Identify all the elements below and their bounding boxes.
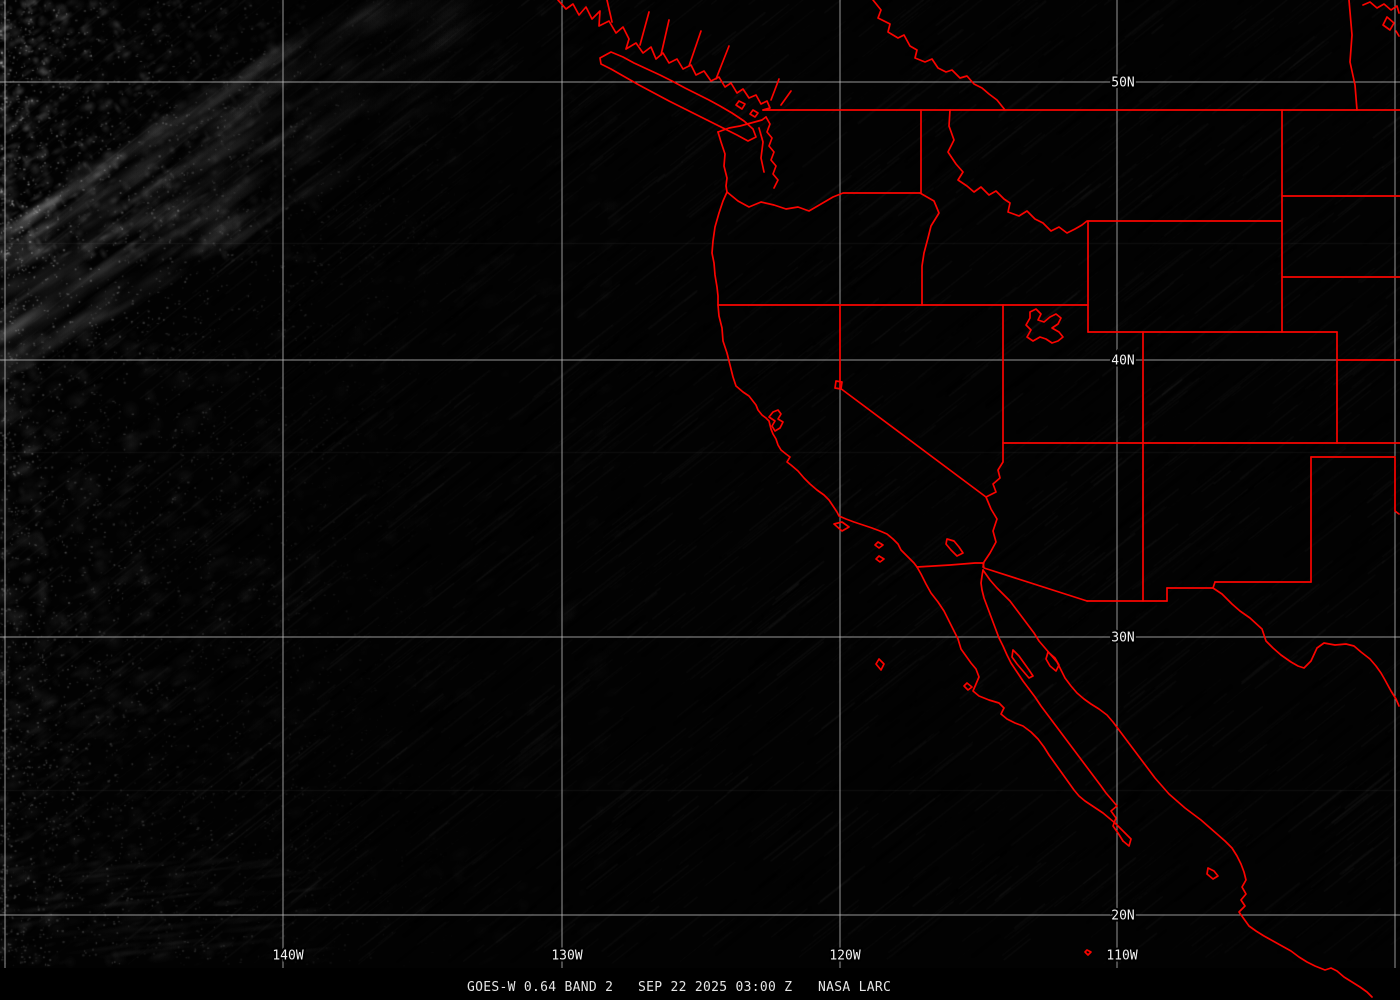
baja-west-outline (916, 566, 1132, 847)
channel-island-2-outline (874, 541, 884, 549)
great-salt-lake-outline (1025, 308, 1064, 344)
puget-sound-outline (765, 116, 779, 189)
fjord-6-outline (770, 78, 780, 101)
gulf-island-1-outline (735, 100, 746, 110)
image-datetime: SEP 22 2025 03:00 Z (638, 980, 793, 995)
fjord-3-outline (660, 19, 670, 56)
fjord-7-outline (780, 90, 792, 106)
lon-label-120w: 120W (829, 949, 860, 964)
fjord-1-outline (606, 0, 613, 23)
product-name: GOES-W 0.64 BAND 2 (467, 980, 614, 995)
salton-sea-outline (945, 538, 964, 557)
ca-nv-diagonal-outline (839, 387, 987, 498)
sonora-sinaloa-coast-outline (982, 569, 1373, 998)
lat-label-30n: 30N (1111, 631, 1134, 646)
tx-ok-100w-outline (1394, 456, 1400, 515)
lat-label-20n: 20N (1111, 909, 1134, 924)
id-mt-divide-outline (947, 109, 1088, 234)
isla-cedros-outline (875, 658, 885, 671)
lat-label-50n: 50N (1111, 76, 1134, 91)
channel-island-1-outline (833, 521, 850, 532)
fjord-5-outline (715, 45, 730, 80)
baja-east-outline (980, 569, 1124, 842)
gulf-island-2-outline (749, 109, 759, 118)
juan-de-fuca-south-outline (717, 116, 767, 133)
image-caption-bar: GOES-W 0.64 BAND 2 SEP 22 2025 03:00 Z N… (0, 980, 1400, 1000)
islas-marias-outline (1206, 867, 1219, 880)
manitoba-lakes-3-outline (1395, 30, 1400, 37)
lon-label-110w: 110W (1106, 949, 1137, 964)
sf-bay-outline (768, 409, 784, 432)
latlon-grid (0, 0, 1400, 968)
colorado-river-nv-az-outline (982, 442, 1004, 568)
bc-mainland-outline (557, 0, 771, 111)
sask-manitoba-outline (1348, 0, 1358, 111)
channel-island-3-outline (875, 555, 885, 563)
fjord-4-outline (688, 30, 702, 67)
lake-tahoe-outline (834, 380, 843, 390)
isla-isabel-outline (1084, 949, 1092, 956)
manitoba-lakes-1-outline (1362, 1, 1400, 14)
image-credit: NASA LARC (818, 980, 892, 995)
isla-angel-guarda-outline (1011, 649, 1034, 679)
manitoba-lakes-2-outline (1382, 16, 1395, 31)
grid-labels: 50N 40N 30N 20N 140W 130W 120W 110W (270, 74, 1139, 966)
isla-natividad-outline (963, 682, 973, 691)
wa-or-columbia-outline (726, 191, 921, 212)
lon-label-130w: 130W (551, 949, 582, 964)
pacific-coast-outline (711, 131, 918, 568)
map-boundaries (557, 0, 1400, 998)
or-id-snake-outline (919, 192, 940, 306)
isla-tiburon-outline (1045, 651, 1060, 672)
lat-label-40n: 40N (1111, 354, 1134, 369)
rio-grande-outline (1212, 581, 1400, 707)
bc-alberta-divide-outline (872, 0, 1006, 111)
fjord-2-outline (639, 11, 650, 46)
mexico-border-ca-az-outline (916, 562, 1088, 602)
vancouver-island-outline (599, 51, 757, 142)
lon-label-140w: 140W (272, 949, 303, 964)
hood-canal-outline (758, 127, 765, 173)
